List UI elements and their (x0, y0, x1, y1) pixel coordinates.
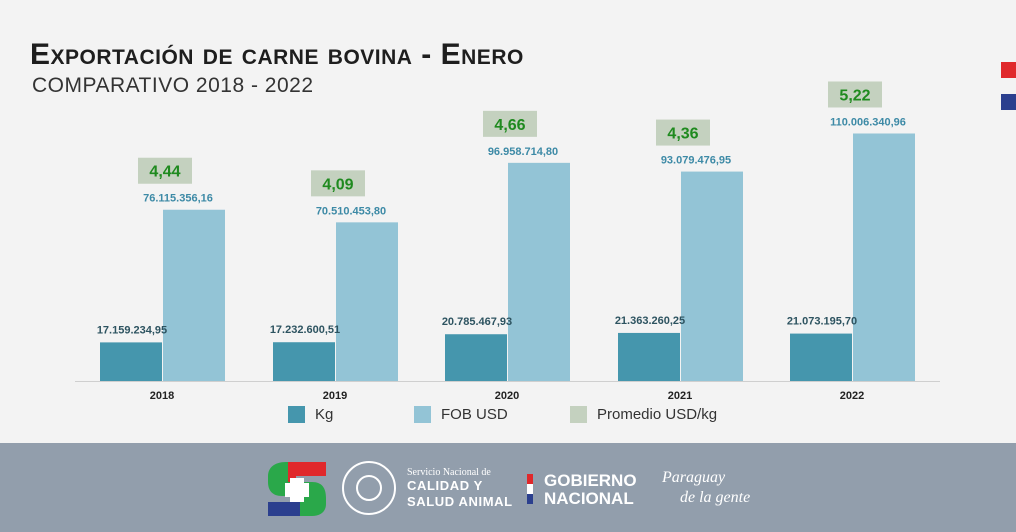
promedio-label-2022: 5,22 (839, 87, 870, 104)
bar-fob-2021 (681, 171, 743, 381)
x-tick-label-2018: 2018 (150, 390, 174, 402)
bar-kg-2018 (100, 342, 162, 381)
chart-title: Exportación de carne bovina - Enero (30, 38, 524, 71)
data-label-fob-2019: 70.510.453,80 (316, 205, 386, 217)
chart-subtitle: COMPARATIVO 2018 - 2022 (32, 74, 314, 97)
flag-blue-stripe (1001, 94, 1016, 110)
senacsa-line2: SALUD ANIMAL (407, 494, 513, 509)
promedio-box-2020 (483, 110, 537, 137)
data-label-fob-2021: 93.079.476,95 (661, 155, 731, 167)
bar-kg-2019 (273, 342, 335, 381)
x-tick-label-2022: 2022 (840, 390, 864, 402)
bar-chart: 17.159.234,95 76.115.356,16 4,44 2018 17.232… (75, 81, 940, 402)
legend-swatch-kg (288, 406, 305, 423)
senacsa-wordmark: Servicio Nacional de CALIDAD Y SALUD ANI… (407, 467, 513, 510)
seal-star-icon (356, 475, 382, 501)
gobierno-nacional-wordmark: GOBIERNO NACIONAL (544, 472, 637, 508)
bar-fob-2022 (853, 133, 915, 381)
data-label-kg-2021: 21.363.260,25 (615, 315, 685, 327)
promedio-label-2019: 4,09 (322, 176, 353, 193)
data-label-kg-2020: 20.785.467,93 (442, 316, 512, 328)
gobierno-flag-icon (527, 474, 533, 504)
chart-legend: Kg FOB USD Promedio USD/kg (0, 406, 1016, 430)
data-label-kg-2019: 17.232.600,51 (270, 324, 340, 336)
footer-bar (0, 443, 1016, 532)
x-tick-label-2019: 2019 (323, 390, 347, 402)
legend-item-kg: Kg (288, 406, 333, 423)
promedio-box-2021 (656, 119, 710, 146)
legend-swatch-fob (414, 406, 431, 423)
promedio-box-2022 (828, 81, 882, 108)
data-label-kg-2022: 21.073.195,70 (787, 316, 857, 328)
x-tick-label-2021: 2021 (668, 390, 692, 402)
promedio-label-2018: 4,44 (149, 164, 180, 181)
slogan-line1: Paraguay (662, 469, 726, 486)
legend-item-promedio: Promedio USD/kg (570, 406, 717, 423)
slogan-wordmark: Paraguay de la gente (662, 468, 750, 508)
bar-kg-2021 (618, 332, 680, 381)
senacsa-line1: CALIDAD Y (407, 478, 483, 493)
bar-kg-2022 (790, 333, 852, 381)
legend-label-kg: Kg (315, 406, 334, 423)
bar-fob-2018 (163, 209, 225, 381)
senacsa-logo-icon (268, 462, 326, 516)
promedio-box-2018 (138, 157, 192, 184)
legend-swatch-promedio (570, 406, 587, 423)
legend-label-promedio: Promedio USD/kg (597, 406, 718, 423)
data-label-fob-2020: 96.958.714,80 (488, 146, 558, 158)
legend-label-fob: FOB USD (441, 406, 508, 423)
data-label-fob-2022: 110.006.340,96 (830, 116, 906, 128)
bar-fob-2020 (508, 162, 570, 381)
gobierno-line1: GOBIERNO (544, 471, 637, 490)
promedio-box-2019 (311, 170, 365, 197)
x-tick-label-2020: 2020 (495, 390, 519, 402)
promedio-label-2021: 4,36 (667, 126, 698, 143)
data-label-fob-2018: 76.115.356,16 (143, 193, 213, 205)
senacsa-small-text: Servicio Nacional de (407, 467, 491, 478)
national-seal-icon (342, 461, 396, 515)
promedio-label-2020: 4,66 (494, 117, 525, 134)
gobierno-line2: NACIONAL (544, 489, 634, 508)
legend-item-fob: FOB USD (414, 406, 508, 423)
bar-fob-2019 (336, 222, 398, 381)
bar-kg-2020 (445, 334, 507, 381)
flag-red-stripe (1001, 62, 1016, 78)
data-label-kg-2018: 17.159.234,95 (97, 324, 167, 336)
slogan-line2: de la gente (680, 489, 751, 506)
